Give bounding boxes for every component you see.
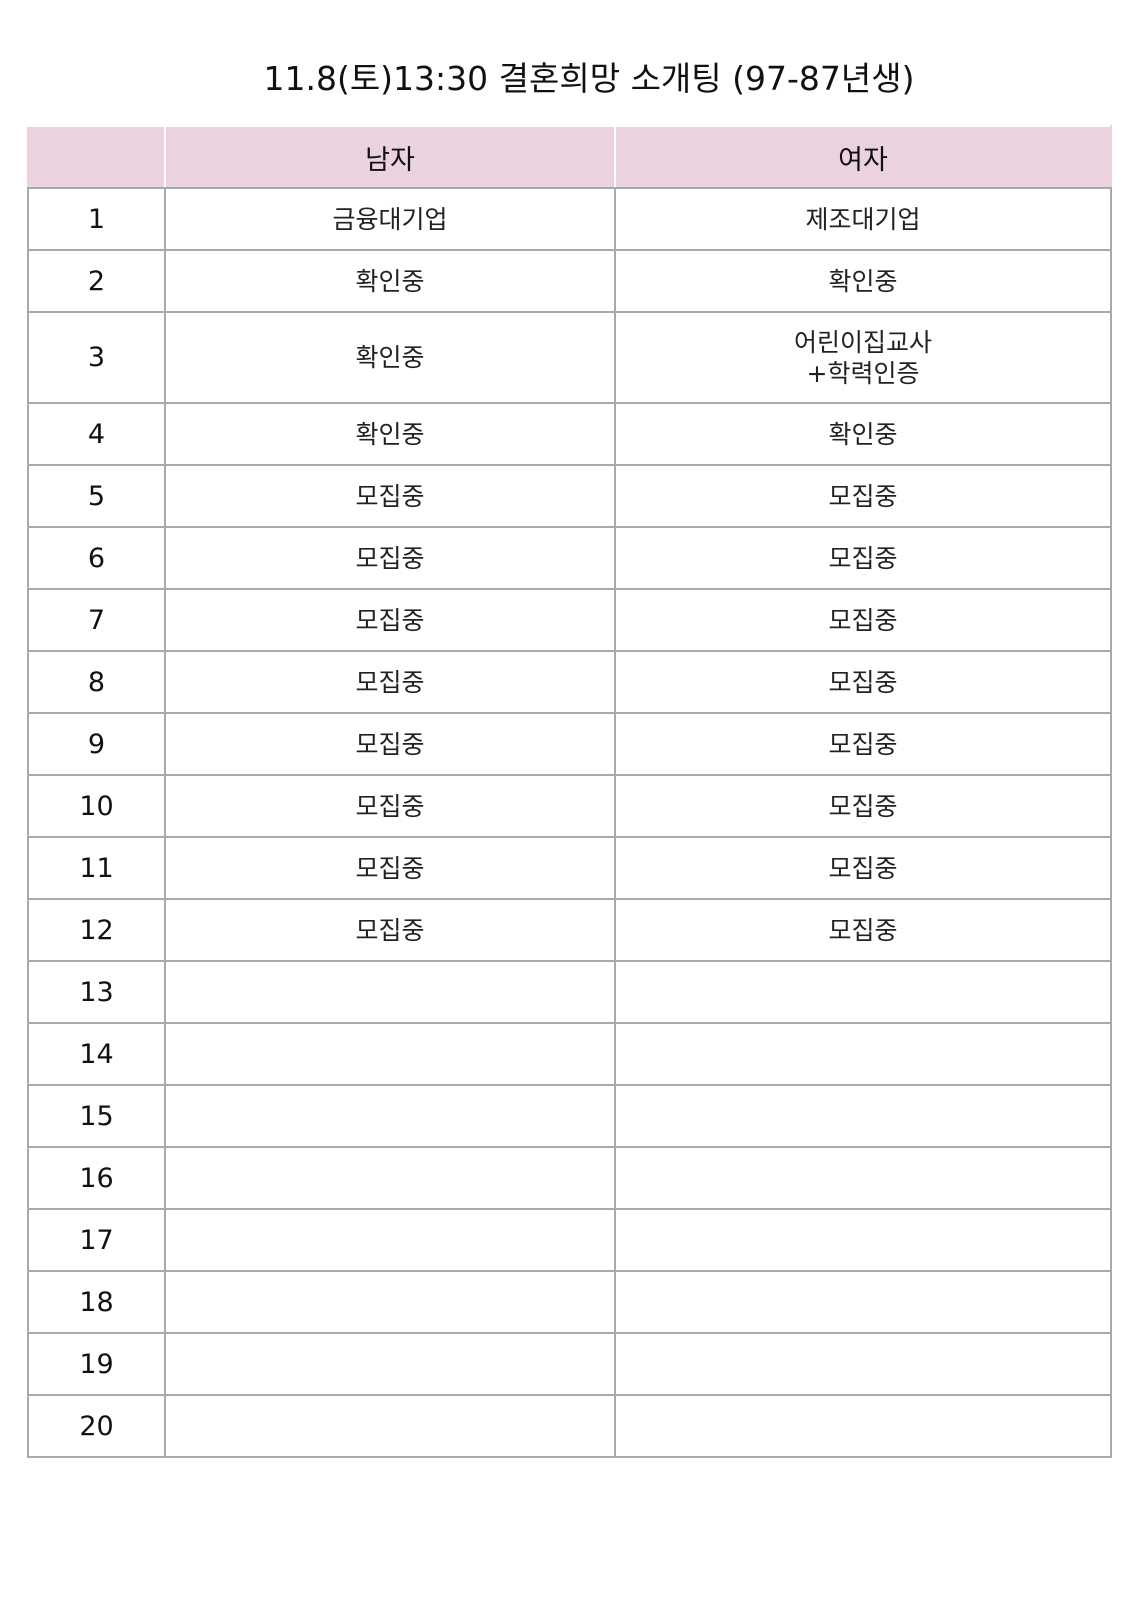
male-cell (164, 1394, 616, 1458)
table-row: 13 (27, 960, 1112, 1024)
male-cell: 모집중 (164, 898, 616, 962)
column-header-number (27, 125, 166, 189)
female-cell: 모집중 (614, 588, 1112, 652)
row-number: 14 (27, 1022, 166, 1086)
table-row: 18 (27, 1270, 1112, 1334)
row-number: 6 (27, 526, 166, 590)
table-row: 9 모집중 모집중 (27, 712, 1112, 776)
table-row: 3 확인중 어린이집교사 +학력인증 (27, 311, 1112, 404)
female-cell (614, 960, 1112, 1024)
row-number: 5 (27, 464, 166, 528)
male-cell: 모집중 (164, 526, 616, 590)
male-cell: 모집중 (164, 650, 616, 714)
row-number: 19 (27, 1332, 166, 1396)
male-cell (164, 1084, 616, 1148)
row-number: 17 (27, 1208, 166, 1272)
row-number: 9 (27, 712, 166, 776)
table-row: 8 모집중 모집중 (27, 650, 1112, 714)
row-number: 12 (27, 898, 166, 962)
female-cell (614, 1022, 1112, 1086)
table-row: 4 확인중 확인중 (27, 402, 1112, 466)
row-number: 3 (27, 311, 166, 404)
female-cell: 모집중 (614, 712, 1112, 776)
participant-table: 남자 여자 1 금융대기업 제조대기업 2 확인중 확인중 3 확인중 어린이집… (27, 125, 1112, 1458)
male-cell: 확인중 (164, 311, 616, 404)
row-number: 16 (27, 1146, 166, 1210)
female-cell: 모집중 (614, 898, 1112, 962)
male-cell: 모집중 (164, 464, 616, 528)
female-cell (614, 1332, 1112, 1396)
female-cell: 모집중 (614, 526, 1112, 590)
male-cell (164, 960, 616, 1024)
row-number: 7 (27, 588, 166, 652)
female-cell (614, 1084, 1112, 1148)
male-cell: 모집중 (164, 712, 616, 776)
female-cell: 모집중 (614, 464, 1112, 528)
male-cell (164, 1270, 616, 1334)
row-number: 18 (27, 1270, 166, 1334)
table-row: 7 모집중 모집중 (27, 588, 1112, 652)
table-row: 6 모집중 모집중 (27, 526, 1112, 590)
female-cell (614, 1208, 1112, 1272)
male-cell: 모집중 (164, 774, 616, 838)
female-cell: 모집중 (614, 836, 1112, 900)
row-number: 10 (27, 774, 166, 838)
table-row: 20 (27, 1394, 1112, 1458)
table-row: 2 확인중 확인중 (27, 249, 1112, 313)
female-cell (614, 1146, 1112, 1210)
row-number: 2 (27, 249, 166, 313)
female-cell: 확인중 (614, 249, 1112, 313)
female-cell (614, 1270, 1112, 1334)
table-row: 11 모집중 모집중 (27, 836, 1112, 900)
row-number: 11 (27, 836, 166, 900)
table-row: 19 (27, 1332, 1112, 1396)
row-number: 8 (27, 650, 166, 714)
row-number: 13 (27, 960, 166, 1024)
female-cell: 확인중 (614, 402, 1112, 466)
male-cell: 확인중 (164, 402, 616, 466)
female-cell (614, 1394, 1112, 1458)
male-cell (164, 1146, 616, 1210)
table-row: 17 (27, 1208, 1112, 1272)
female-cell: 어린이집교사 +학력인증 (614, 311, 1112, 404)
male-cell: 모집중 (164, 836, 616, 900)
table-row: 5 모집중 모집중 (27, 464, 1112, 528)
row-number: 4 (27, 402, 166, 466)
male-cell (164, 1022, 616, 1086)
row-number: 20 (27, 1394, 166, 1458)
table-row: 14 (27, 1022, 1112, 1086)
male-cell: 확인중 (164, 249, 616, 313)
male-cell: 모집중 (164, 588, 616, 652)
male-cell (164, 1332, 616, 1396)
table-row: 10 모집중 모집중 (27, 774, 1112, 838)
table-row: 16 (27, 1146, 1112, 1210)
column-header-female: 여자 (614, 125, 1112, 189)
column-header-male: 남자 (164, 125, 616, 189)
row-number: 15 (27, 1084, 166, 1148)
female-cell: 모집중 (614, 650, 1112, 714)
table-row: 12 모집중 모집중 (27, 898, 1112, 962)
female-cell: 모집중 (614, 774, 1112, 838)
row-number: 1 (27, 187, 166, 251)
table-row: 1 금융대기업 제조대기업 (27, 187, 1112, 251)
male-cell (164, 1208, 616, 1272)
page-title: 11.8(토)13:30 결혼희망 소개팅 (97-87년생) (263, 59, 915, 98)
table-row: 15 (27, 1084, 1112, 1148)
male-cell: 금융대기업 (164, 187, 616, 251)
table-header-row: 남자 여자 (27, 125, 1112, 189)
female-cell: 제조대기업 (614, 187, 1112, 251)
